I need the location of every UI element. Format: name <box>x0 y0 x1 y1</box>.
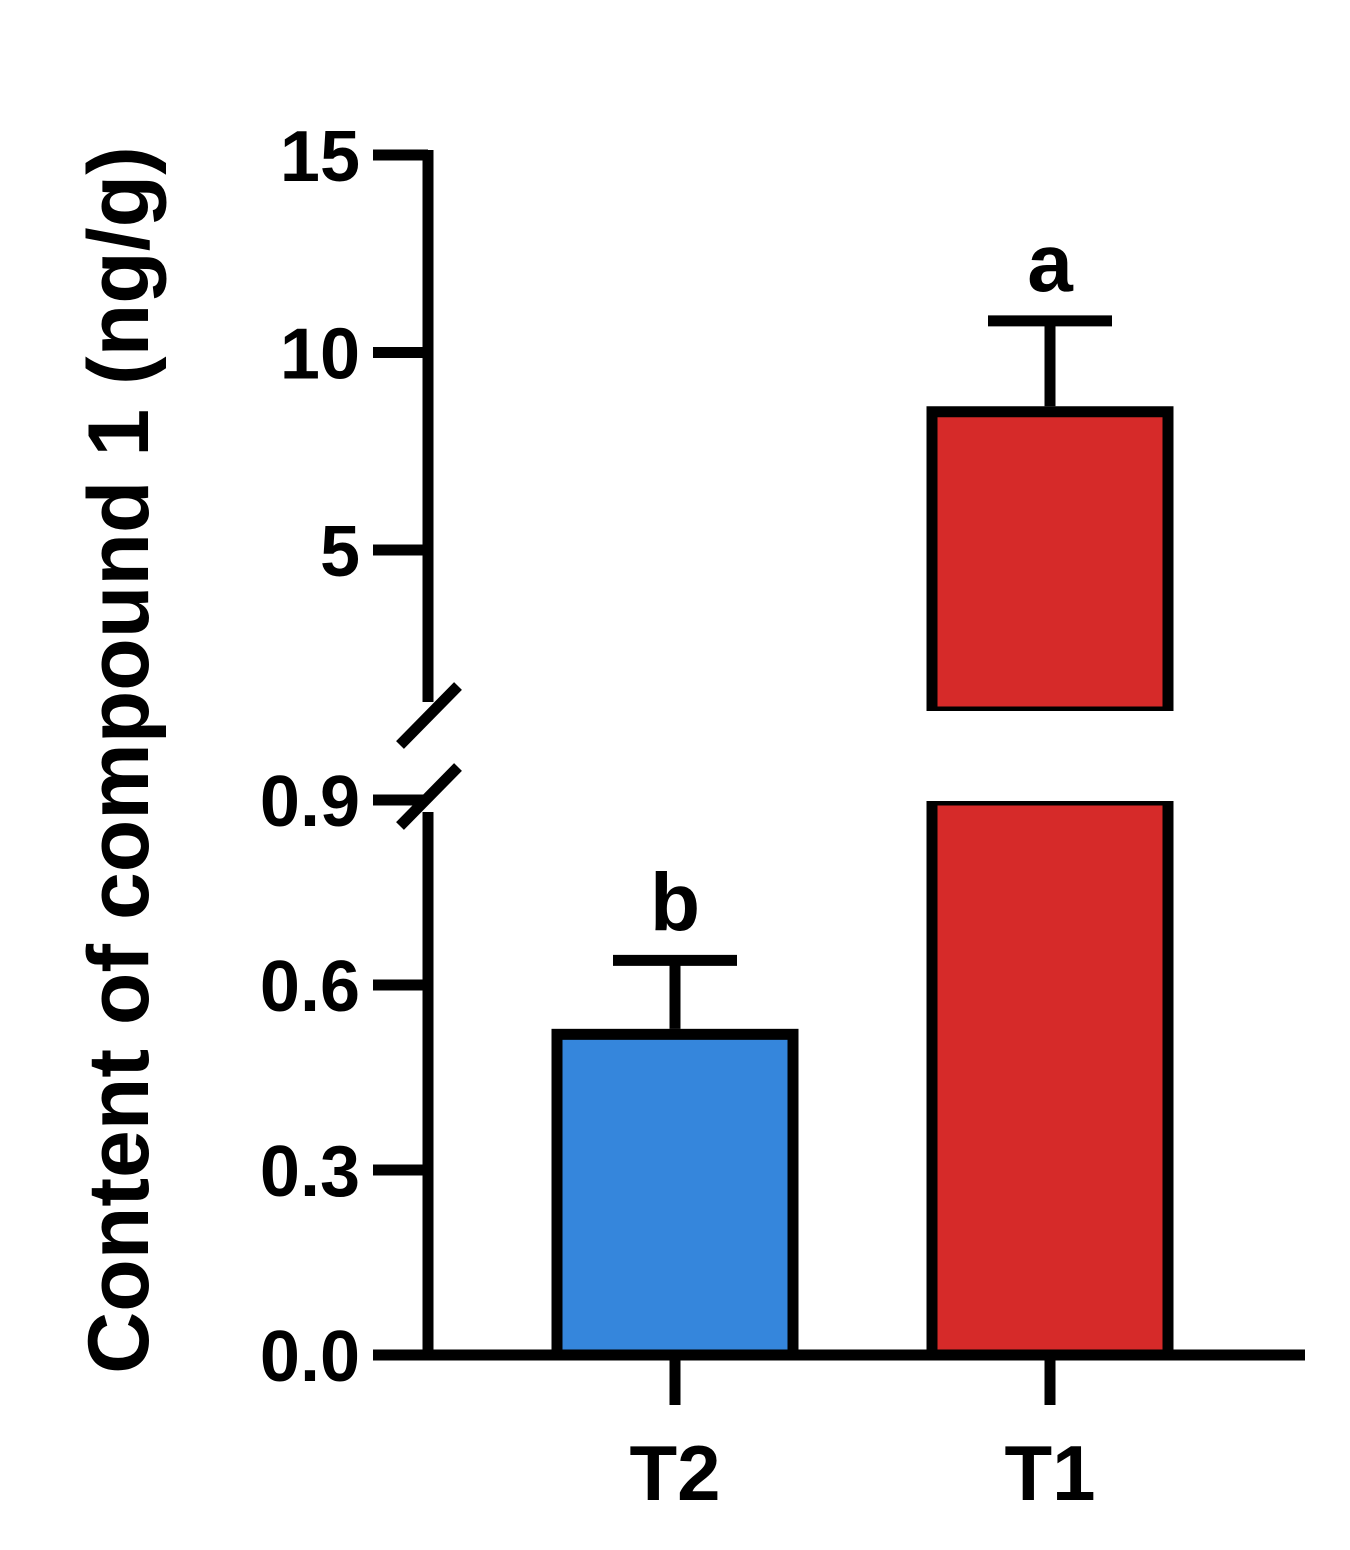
y-tick-label-lower-2: 0.6 <box>260 947 360 1027</box>
y-tick-label-lower-3: 0.9 <box>260 762 360 842</box>
axis-break-mark-upper <box>396 682 462 749</box>
y-axis-title: Content of compound 1 (ng/g) <box>71 146 167 1374</box>
x-tick-label-t2: T2 <box>629 1429 720 1517</box>
y-tick-label-upper-0: 5 <box>320 512 360 592</box>
significance-label-t2: b <box>650 857 700 948</box>
significance-label-t1: a <box>1027 218 1074 309</box>
x-tick-label-t1: T1 <box>1004 1429 1095 1517</box>
bar-t1-lower <box>926 794 1174 1361</box>
bar-break-gap-t1 <box>924 711 1176 801</box>
y-tick-label-upper-1: 10 <box>280 315 360 395</box>
bar-t2 <box>551 1028 799 1361</box>
y-tick-label-upper-2: 15 <box>280 117 360 197</box>
y-tick-label-lower-0: 0.0 <box>260 1317 360 1397</box>
bar-t1-upper <box>926 406 1174 718</box>
y-tick-label-lower-1: 0.3 <box>260 1132 360 1212</box>
axis-break-mark-lower <box>396 763 462 830</box>
